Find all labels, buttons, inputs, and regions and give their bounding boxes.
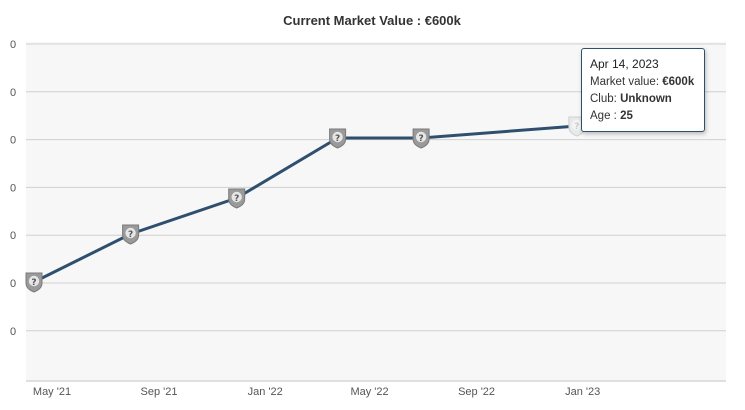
y-tick-label: 0	[10, 230, 16, 242]
tooltip-market-value-label: Market value:	[590, 76, 660, 88]
grid-lines	[26, 43, 726, 382]
y-tick-label: 0	[10, 326, 16, 338]
marker-inner	[28, 275, 40, 287]
question-mark-glyph: ?	[335, 134, 340, 144]
tooltip-age: 25	[620, 110, 633, 122]
y-tick-label: 0	[10, 182, 16, 194]
y-tick-label: 0	[10, 39, 16, 51]
tooltip-market-value-row: Market value: €600k	[590, 74, 696, 91]
question-mark-glyph: ?	[418, 134, 423, 144]
x-axis-ticks: May '21 Sep '21 Jan '22 May '22 Sep '22 Jan '…	[33, 386, 600, 398]
x-tick-label: May '21	[33, 386, 71, 398]
marker-inner	[125, 227, 136, 239]
tooltip-club: Unknown	[620, 93, 672, 105]
question-mark-glyph: ?	[574, 122, 579, 132]
data-point-marker[interactable]: ?	[329, 128, 347, 149]
tooltip-market-value: €600k	[662, 76, 695, 88]
data-tooltip: Apr 14, 2023 Market value: €600k Club: U…	[581, 48, 705, 132]
x-tick-label: Sep '22	[458, 386, 495, 398]
x-tick-label: Sep '21	[141, 386, 178, 398]
x-tick-label: Jan '23	[565, 386, 600, 398]
tooltip-club-label: Club:	[590, 93, 617, 105]
tooltip-age-label: Age :	[590, 110, 617, 122]
question-mark-glyph: ?	[234, 194, 239, 204]
question-mark-glyph: ?	[128, 230, 133, 240]
tooltip-club-row: Club: Unknown	[590, 91, 696, 108]
data-point-marker[interactable]: ?	[25, 272, 43, 293]
data-point-marker[interactable]: ?	[228, 188, 246, 209]
y-axis-ticks: 0 0 0 0 0 0 0	[10, 39, 16, 338]
y-tick-label: 0	[10, 87, 16, 99]
data-point-marker[interactable]: ?	[412, 128, 430, 149]
marker-inner	[231, 191, 242, 203]
marker-inner	[571, 119, 583, 131]
chart-title: Current Market Value : €600k	[283, 13, 462, 28]
y-tick-label: 0	[10, 135, 16, 147]
data-point-marker[interactable]: ?	[568, 116, 586, 137]
question-mark-glyph: ?	[31, 278, 36, 288]
marker-inner	[415, 131, 427, 143]
x-tick-label: May '22	[350, 386, 388, 398]
tooltip-age-row: Age : 25	[590, 108, 696, 125]
marker-inner	[332, 131, 343, 143]
x-tick-label: Jan '22	[248, 386, 283, 398]
data-point-marker[interactable]: ?	[122, 224, 140, 245]
y-tick-label: 0	[10, 278, 16, 290]
tooltip-date: Apr 14, 2023	[590, 57, 659, 71]
